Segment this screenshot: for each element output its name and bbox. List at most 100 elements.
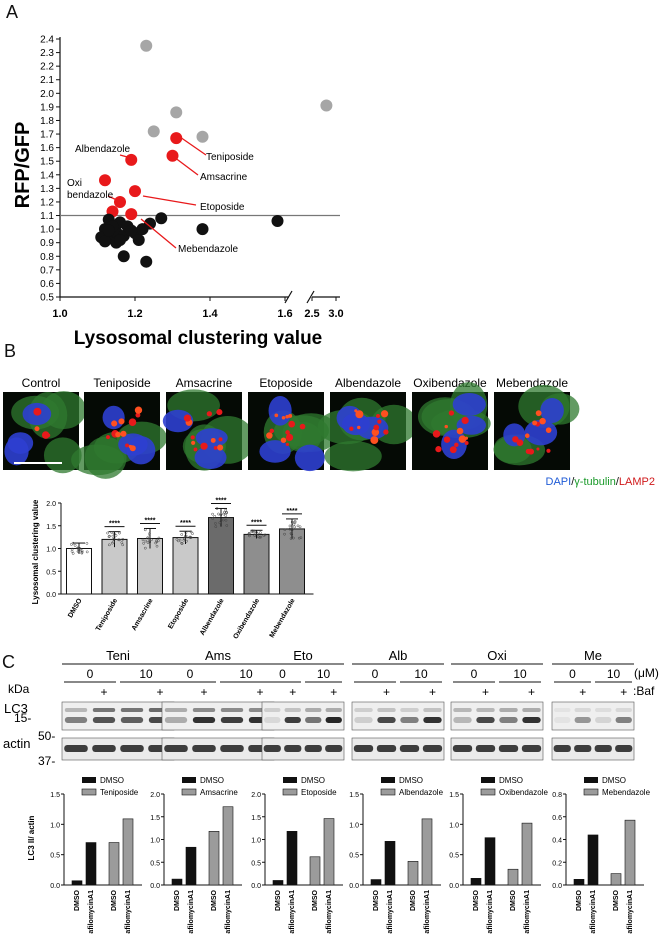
baf-plus: + bbox=[579, 685, 586, 699]
annotation-label: Albendazole bbox=[75, 144, 130, 155]
dose-label: 10 bbox=[317, 667, 331, 681]
mw-50: 50- bbox=[38, 729, 55, 743]
bar bbox=[370, 879, 382, 886]
dose-label: 0 bbox=[569, 667, 576, 681]
baf-plus: + bbox=[620, 685, 627, 699]
data-point bbox=[214, 525, 218, 528]
c-y-tick-label: 0.6 bbox=[552, 815, 562, 822]
actin-band bbox=[192, 745, 216, 752]
data-point bbox=[224, 508, 228, 512]
lc3-ii-band bbox=[499, 717, 518, 723]
c-x-tick-label: BafilomycinA1 bbox=[225, 890, 232, 934]
panel-a-points bbox=[95, 39, 333, 268]
legend-swatch-drug bbox=[81, 788, 97, 796]
lc3-i-band bbox=[354, 708, 373, 712]
y-tick-label: 2.3 bbox=[40, 48, 54, 59]
annotation-pointer bbox=[107, 195, 120, 202]
lysosome-punctum bbox=[217, 444, 224, 451]
image-label: Control bbox=[22, 376, 61, 390]
actin-band bbox=[498, 745, 519, 752]
group-label: Me bbox=[584, 648, 602, 663]
data-point bbox=[247, 532, 251, 535]
stain-legend: DAPI/γ-tubulin/LAMP2 bbox=[546, 476, 655, 488]
legend-swatch-dmso bbox=[481, 777, 495, 783]
data-point bbox=[219, 513, 223, 517]
data-point bbox=[112, 537, 115, 541]
lc3-blot bbox=[450, 701, 544, 731]
b-x-tick-label: Albendazole bbox=[199, 597, 226, 636]
significance-stars: **** bbox=[251, 519, 262, 526]
data-point bbox=[180, 542, 184, 545]
panel-label-b: B bbox=[4, 341, 16, 361]
y-tick-label: 0.8 bbox=[40, 252, 54, 263]
c-x-tick-label: BafilomycinA1 bbox=[590, 890, 597, 934]
stain-lamp2: LAMP2 bbox=[619, 476, 655, 488]
panel-a-ticks: 0.5 0.6 0.7 0.8 0.9 1.0 1.1 1.2 1.3 1.4 1.5 1.6 1.7 1… bbox=[40, 35, 344, 321]
data-point bbox=[70, 547, 74, 551]
c-y-tick-label: 0.0 bbox=[251, 883, 261, 890]
bar bbox=[624, 819, 636, 886]
c-y-tick-label: 1.0 bbox=[150, 838, 160, 845]
data-point bbox=[114, 534, 118, 537]
lc3-i-band bbox=[120, 708, 144, 712]
bar bbox=[208, 831, 220, 886]
dose-label: 10 bbox=[239, 667, 253, 681]
panel-label-a: A bbox=[6, 2, 18, 22]
lc3-bar-charts: 0.0 0.5 1.0 1.5 DMSO Teniposide DMSO Bafilomyci… bbox=[50, 776, 650, 934]
panel-a-annotations: Teniposide Amsacrine Albendazole Oxibendazo… bbox=[67, 136, 254, 255]
y-tick-label: 2.4 bbox=[40, 35, 54, 46]
data-point bbox=[211, 517, 215, 520]
stain-slash-1: / bbox=[571, 476, 575, 488]
lysosome-punctum bbox=[435, 446, 442, 453]
data-point bbox=[85, 542, 89, 545]
annotation-pointer bbox=[173, 156, 199, 176]
lc3-i-band bbox=[325, 708, 342, 712]
data-point bbox=[118, 531, 121, 535]
actin-blot bbox=[261, 737, 345, 761]
lysosome-punctum bbox=[134, 406, 143, 414]
actin-band bbox=[120, 745, 144, 752]
c-x-tick-label: DMSO bbox=[74, 889, 81, 911]
data-point bbox=[129, 185, 141, 198]
mw-15: 15- bbox=[14, 711, 31, 725]
data-point bbox=[185, 539, 188, 543]
data-point bbox=[80, 549, 84, 553]
dose-label: 10 bbox=[139, 667, 153, 681]
y-tick-label: 1.0 bbox=[40, 225, 54, 236]
lysosome-punctum bbox=[218, 437, 223, 442]
actin-blot bbox=[551, 737, 635, 761]
dose-label: 10 bbox=[414, 667, 428, 681]
legend-label: DMSO bbox=[100, 776, 124, 785]
y-tick-label: 2.0 bbox=[40, 89, 54, 100]
b-x-tick-label: Teniposide bbox=[95, 597, 119, 632]
y-tick-label: 1.7 bbox=[40, 130, 54, 141]
data-point bbox=[248, 534, 251, 538]
dose-label: 0 bbox=[372, 667, 379, 681]
lysosome-punctum bbox=[546, 448, 551, 453]
actin-blot bbox=[450, 737, 544, 761]
lc3-ii-band bbox=[354, 717, 373, 723]
lysosome-punctum bbox=[371, 428, 380, 436]
c-y-tick-label: 1.5 bbox=[251, 815, 261, 822]
lysosome-punctum bbox=[210, 437, 216, 443]
dose-label: 0 bbox=[187, 667, 194, 681]
legend-label: Etoposide bbox=[301, 788, 337, 797]
annotation-label: Mebendazole bbox=[178, 244, 238, 255]
c-y-tick-label: 2.0 bbox=[150, 792, 160, 799]
bar bbox=[71, 880, 83, 886]
panel-b: Control Teniposide Amsacrine Etoposide Alben… bbox=[3, 376, 655, 640]
annotation-pointer bbox=[119, 154, 132, 159]
data-point bbox=[118, 538, 121, 542]
y-tick-label: 0.5 bbox=[40, 293, 54, 304]
data-point bbox=[148, 538, 151, 542]
y-tick-label: 0.7 bbox=[40, 265, 54, 276]
x-tick-label: 1.2 bbox=[127, 308, 142, 320]
lysosome-punctum bbox=[213, 446, 218, 450]
lc3-i-band bbox=[192, 708, 216, 712]
lc3-ii-band bbox=[453, 717, 472, 723]
data-point bbox=[258, 531, 262, 535]
c-x-tick-label: BafilomycinA1 bbox=[88, 890, 95, 934]
legend-swatch-dmso bbox=[381, 777, 395, 783]
baf-plus: + bbox=[256, 685, 263, 699]
data-point bbox=[102, 224, 115, 237]
